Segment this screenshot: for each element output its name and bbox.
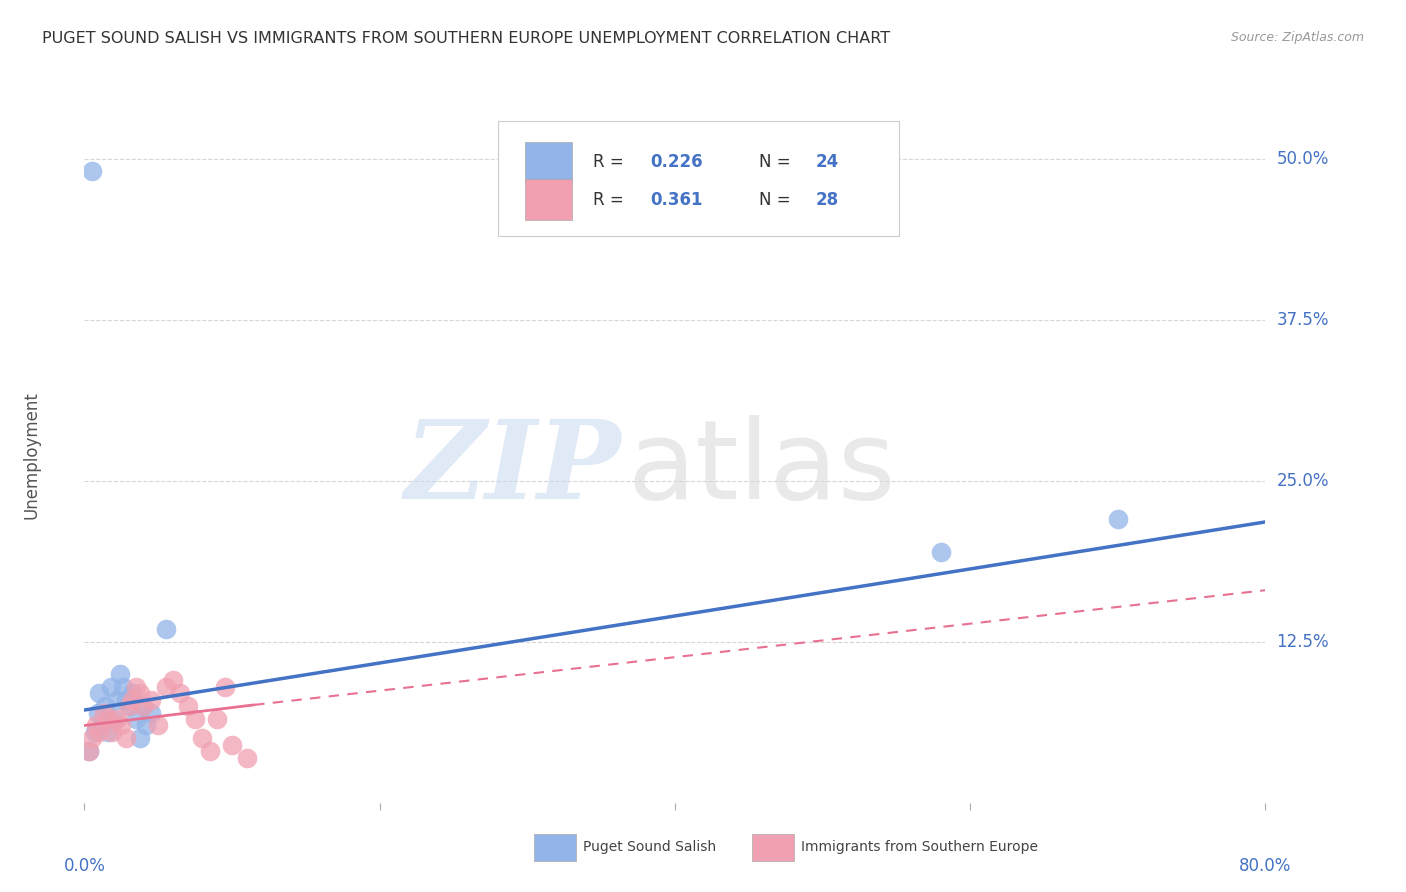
Text: 24: 24 [815,153,838,171]
Point [97,712,120,726]
Text: Puget Sound Salish: Puget Sound Salish [583,840,717,855]
Point [235,750,259,764]
Point [129,731,152,746]
Point [139,706,162,720]
Text: 28: 28 [815,191,838,209]
Text: ZIP: ZIP [405,415,621,523]
Point [148,718,170,732]
Text: Immigrants from Southern Europe: Immigrants from Southern Europe [801,840,1039,855]
FancyBboxPatch shape [524,142,572,182]
Point [132,699,155,714]
FancyBboxPatch shape [498,121,900,235]
Point [129,686,152,700]
Text: N =: N = [759,191,796,209]
FancyBboxPatch shape [524,179,572,219]
Point [87,725,111,739]
Point [169,686,191,700]
Text: 0.361: 0.361 [650,191,703,209]
Point [83,725,105,739]
Point [105,692,128,706]
Point [118,699,141,714]
Point [184,712,207,726]
Point [97,725,120,739]
Point [86,706,108,720]
Point [155,622,177,636]
Point [121,692,143,706]
Point [105,712,128,726]
Point [177,699,200,714]
Point [125,712,148,726]
Text: R =: R = [593,191,630,209]
Point [191,731,214,746]
Text: 0.0%: 0.0% [63,857,105,875]
Text: Unemployment: Unemployment [22,391,41,519]
Point [114,692,136,706]
Text: 80.0%: 80.0% [1239,857,1292,875]
Text: N =: N = [759,153,796,171]
Text: atlas: atlas [627,416,896,523]
Point [132,699,155,714]
Point [198,744,221,758]
Point [110,718,132,732]
Point [101,725,124,739]
Point [84,718,107,732]
Point [77,744,100,758]
Point [80,164,103,178]
Point [929,544,952,558]
Point [205,712,228,726]
Point [93,706,115,720]
Point [155,680,177,694]
Point [125,680,148,694]
Text: PUGET SOUND SALISH VS IMMIGRANTS FROM SOUTHERN EUROPE UNEMPLOYMENT CORRELATION C: PUGET SOUND SALISH VS IMMIGRANTS FROM SO… [42,31,890,46]
Point [114,731,136,746]
Text: 25.0%: 25.0% [1277,472,1329,490]
Point [139,692,162,706]
Text: 50.0%: 50.0% [1277,150,1329,168]
Text: 12.5%: 12.5% [1277,632,1329,651]
Point [135,718,157,732]
Point [221,738,243,752]
Point [103,712,125,726]
Point [80,731,103,746]
Point [121,686,143,700]
Point [100,680,122,694]
Point [162,673,184,688]
Point [94,699,117,714]
Text: 37.5%: 37.5% [1277,310,1329,328]
Point [77,744,100,758]
Point [118,699,141,714]
Point [87,686,111,700]
Text: Source: ZipAtlas.com: Source: ZipAtlas.com [1230,31,1364,45]
Point [91,718,114,732]
Point [108,667,131,681]
Point [214,680,236,694]
Text: 0.226: 0.226 [650,153,703,171]
Point [1107,512,1129,526]
Text: R =: R = [593,153,630,171]
Point [111,680,134,694]
